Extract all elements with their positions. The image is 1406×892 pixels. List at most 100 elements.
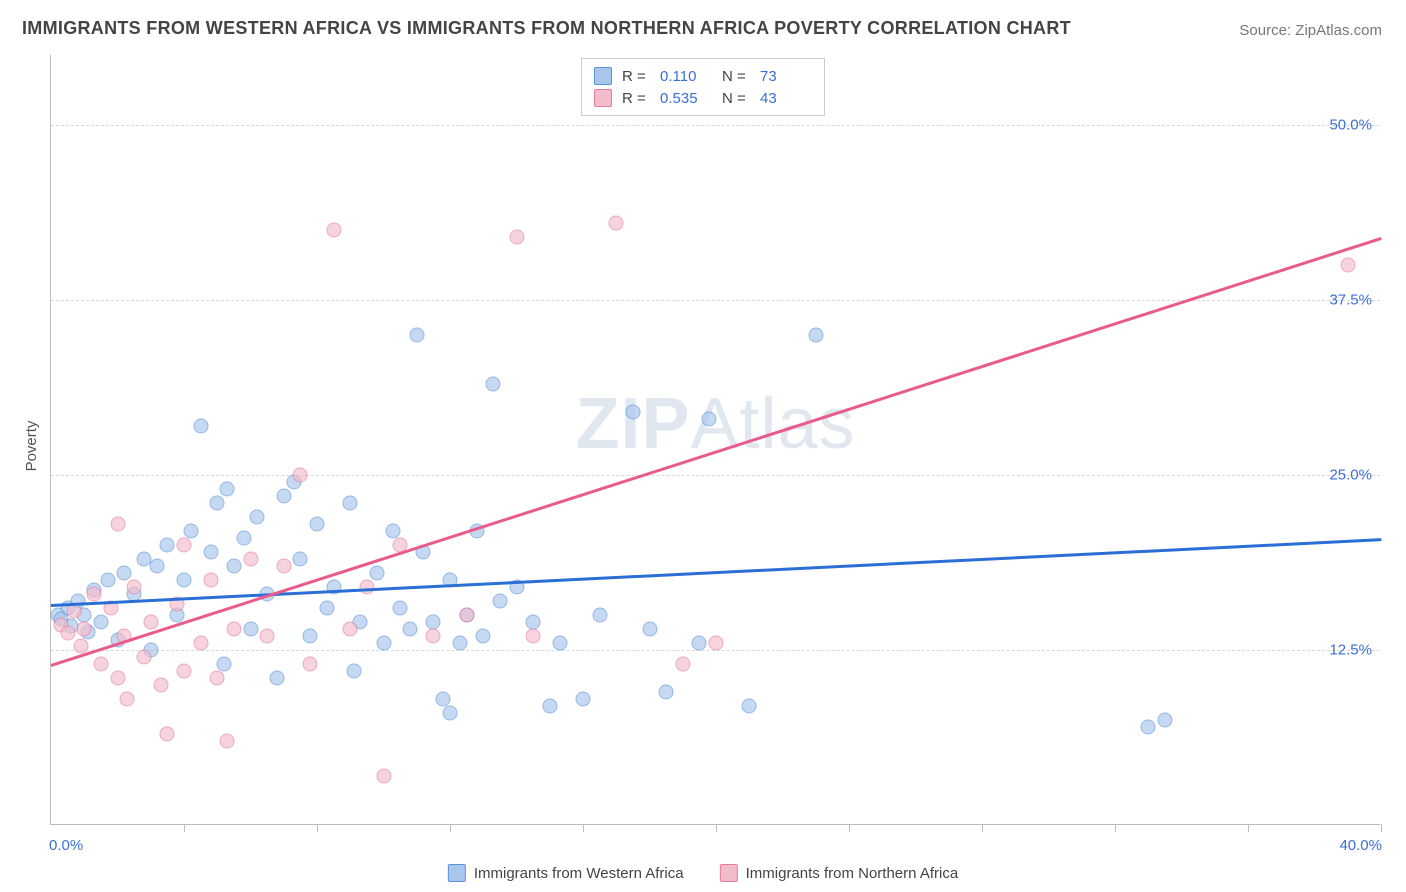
scatter-point-northern: [73, 638, 88, 653]
scatter-point-northern: [93, 657, 108, 672]
scatter-point-western: [216, 657, 231, 672]
scatter-point-western: [150, 559, 165, 574]
legend-label-western: Immigrants from Western Africa: [474, 865, 684, 882]
swatch-western: [594, 67, 612, 85]
source-link[interactable]: ZipAtlas.com: [1295, 22, 1382, 39]
r-value-northern: 0.535: [660, 90, 712, 107]
x-tick: [849, 824, 850, 832]
scatter-point-western: [210, 496, 225, 511]
scatter-point-northern: [110, 671, 125, 686]
scatter-point-western: [426, 615, 441, 630]
scatter-point-western: [1141, 720, 1156, 735]
scatter-point-western: [243, 622, 258, 637]
scatter-point-northern: [110, 517, 125, 532]
scatter-point-western: [203, 545, 218, 560]
source-attribution: Source: ZipAtlas.com: [1239, 22, 1382, 39]
scatter-point-northern: [260, 629, 275, 644]
chart-container: IMMIGRANTS FROM WESTERN AFRICA VS IMMIGR…: [0, 0, 1406, 892]
scatter-point-western: [250, 510, 265, 525]
scatter-point-western: [226, 559, 241, 574]
scatter-point-western: [542, 699, 557, 714]
x-tick: [1248, 824, 1249, 832]
x-tick: [583, 824, 584, 832]
scatter-point-western: [293, 552, 308, 567]
scatter-point-northern: [1340, 258, 1355, 273]
n-value-western: 73: [760, 68, 812, 85]
scatter-point-northern: [143, 615, 158, 630]
x-axis-max-label: 40.0%: [1339, 837, 1382, 854]
scatter-point-western: [177, 573, 192, 588]
scatter-point-western: [376, 636, 391, 651]
scatter-point-western: [343, 496, 358, 511]
source-label: Source:: [1239, 22, 1295, 39]
scatter-point-northern: [60, 626, 75, 641]
scatter-point-northern: [709, 636, 724, 651]
scatter-point-western: [526, 615, 541, 630]
x-axis-min-label: 0.0%: [49, 837, 83, 854]
scatter-point-northern: [293, 468, 308, 483]
scatter-point-northern: [160, 727, 175, 742]
scatter-point-northern: [137, 650, 152, 665]
legend-item-northern: Immigrants from Northern Africa: [720, 864, 959, 882]
scatter-point-western: [659, 685, 674, 700]
scatter-point-western: [193, 419, 208, 434]
swatch-western-icon: [448, 864, 466, 882]
legend-row-northern: R = 0.535 N = 43: [594, 87, 812, 109]
scatter-point-western: [403, 622, 418, 637]
scatter-point-western: [692, 636, 707, 651]
n-value-northern: 43: [760, 90, 812, 107]
scatter-point-northern: [509, 230, 524, 245]
scatter-point-northern: [220, 734, 235, 749]
scatter-point-western: [160, 538, 175, 553]
x-tick: [1115, 824, 1116, 832]
scatter-point-western: [702, 412, 717, 427]
watermark-bold: ZIP: [575, 384, 690, 464]
trend-line-northern: [51, 237, 1382, 666]
legend-row-western: R = 0.110 N = 73: [594, 65, 812, 87]
scatter-point-northern: [193, 636, 208, 651]
scatter-point-western: [625, 405, 640, 420]
swatch-northern: [594, 89, 612, 107]
y-tick-label: 25.0%: [1329, 467, 1372, 484]
scatter-point-western: [310, 517, 325, 532]
x-tick: [716, 824, 717, 832]
scatter-point-northern: [177, 664, 192, 679]
scatter-point-northern: [376, 769, 391, 784]
scatter-point-western: [117, 566, 132, 581]
scatter-point-northern: [276, 559, 291, 574]
scatter-point-western: [386, 524, 401, 539]
scatter-point-western: [808, 328, 823, 343]
r-value-western: 0.110: [660, 68, 712, 85]
y-tick-label: 37.5%: [1329, 292, 1372, 309]
scatter-point-northern: [210, 671, 225, 686]
n-label: N =: [722, 68, 750, 85]
r-label: R =: [622, 68, 650, 85]
scatter-point-northern: [120, 692, 135, 707]
scatter-point-western: [552, 636, 567, 651]
scatter-point-western: [100, 573, 115, 588]
y-axis-label: Poverty: [23, 421, 40, 472]
x-tick: [450, 824, 451, 832]
scatter-point-northern: [326, 223, 341, 238]
chart-title: IMMIGRANTS FROM WESTERN AFRICA VS IMMIGR…: [22, 18, 1071, 39]
trend-line-western: [51, 538, 1381, 606]
plot-area: ZIPAtlas 12.5%25.0%37.5%50.0%0.0%40.0%: [50, 55, 1380, 825]
scatter-point-western: [436, 692, 451, 707]
scatter-point-western: [1157, 713, 1172, 728]
scatter-point-western: [303, 629, 318, 644]
correlation-legend: R = 0.110 N = 73 R = 0.535 N = 43: [581, 58, 825, 116]
scatter-point-western: [369, 566, 384, 581]
scatter-point-northern: [203, 573, 218, 588]
scatter-point-northern: [77, 622, 92, 637]
scatter-point-western: [642, 622, 657, 637]
scatter-point-northern: [127, 580, 142, 595]
series-legend: Immigrants from Western Africa Immigrant…: [448, 864, 958, 882]
scatter-point-northern: [675, 657, 690, 672]
scatter-point-northern: [343, 622, 358, 637]
scatter-point-western: [492, 594, 507, 609]
scatter-point-western: [476, 629, 491, 644]
scatter-point-western: [486, 377, 501, 392]
scatter-point-northern: [87, 587, 102, 602]
r-label: R =: [622, 90, 650, 107]
legend-item-western: Immigrants from Western Africa: [448, 864, 684, 882]
